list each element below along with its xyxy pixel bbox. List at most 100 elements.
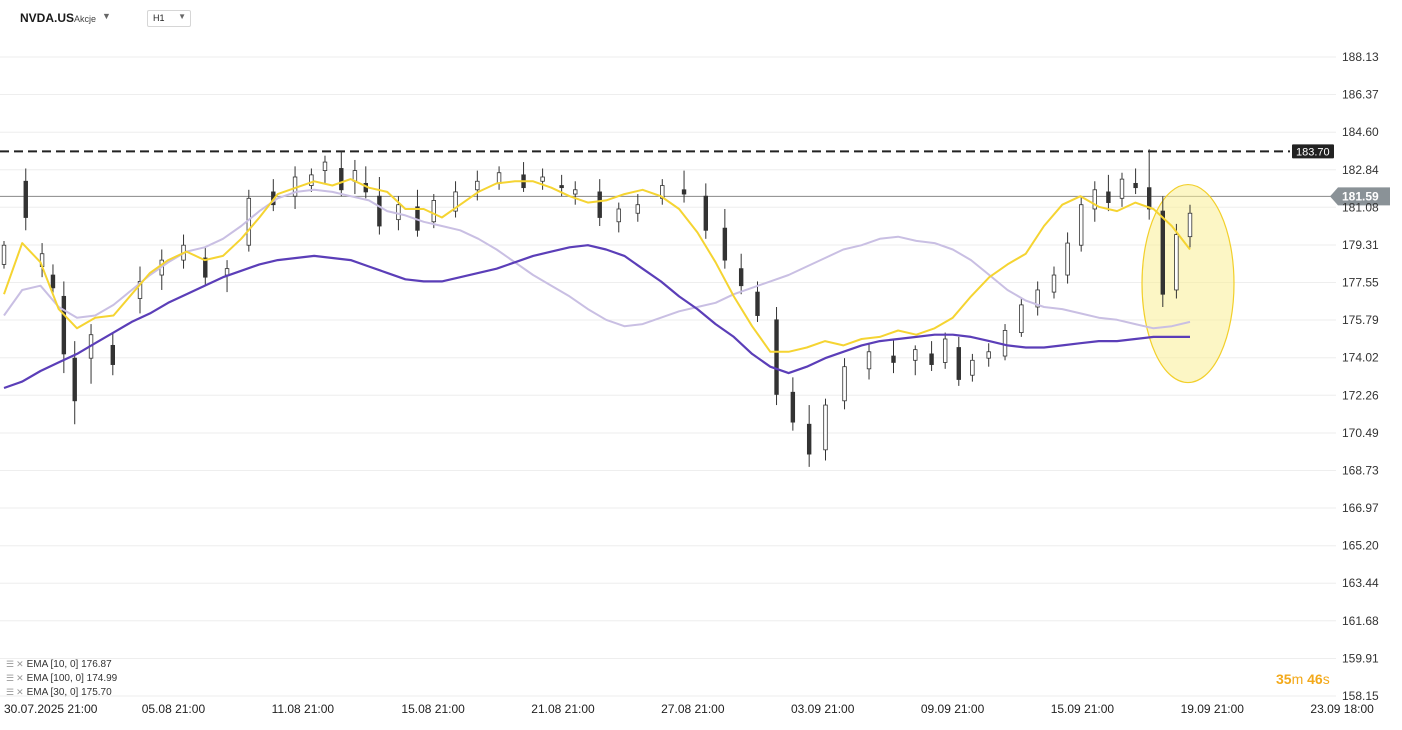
timer-seconds: 46 [1307,671,1323,687]
close-icon[interactable]: ✕ [16,673,24,683]
candle-body [842,366,847,402]
candle-body [681,189,687,195]
gridlines [0,56,1336,697]
candle [1092,181,1097,222]
candle-body [722,227,728,261]
candle-body [635,204,641,214]
x-tick-label: 30.07.2025 21:00 [4,702,98,716]
legend-item-ema100[interactable]: ☰ ✕ EMA [100, 0] 174.99 [6,671,117,685]
y-tick-label: 170.49 [1342,426,1379,440]
candle-body [203,257,208,278]
y-tick-label: 182.84 [1342,163,1379,177]
x-tick-label: 23.09 18:00 [1310,702,1374,716]
candle-body [475,180,480,191]
candle [866,343,872,380]
candle [540,168,545,190]
candle [521,162,526,192]
highlight-ellipse [1141,183,1235,384]
x-tick-label: 11.08 21:00 [272,702,335,716]
candle-body [50,274,56,289]
candle-body [891,355,896,363]
candle [1174,223,1179,299]
y-tick-label: 161.68 [1342,614,1379,628]
candle [475,170,480,201]
candle-body [453,191,458,212]
candle [1002,324,1008,361]
close-icon[interactable]: ✕ [16,659,24,669]
last-price-line: 181.59 [0,187,1390,206]
y-tick-label: 166.97 [1342,501,1379,515]
candle [1119,172,1125,207]
candle-body [929,353,934,365]
candle [929,341,934,371]
candle [1051,266,1057,299]
candle [1035,281,1040,316]
candle-body [790,391,796,423]
drag-handle-icon[interactable]: ☰ [6,673,15,683]
y-tick-label: 177.55 [1342,276,1379,290]
drag-handle-icon[interactable]: ☰ [6,687,15,697]
x-tick-label: 21.08 21:00 [531,702,595,716]
candle [137,266,143,314]
candle [1065,232,1070,284]
close-icon[interactable]: ✕ [16,687,24,697]
ema100-line [3,244,1190,390]
candle-body [431,200,436,223]
candle [891,338,896,374]
timeframe-select[interactable]: H1 ▼ [147,10,191,27]
y-tick-label: 181.08 [1342,200,1379,214]
candle-body [986,351,991,359]
candle [1,240,7,269]
candle-body [616,208,621,223]
candle-body [942,338,948,363]
legend-label: EMA [30, 0] 175.70 [26,687,112,698]
candle-body [1092,189,1097,210]
candle-body [806,423,812,455]
candle [703,183,709,239]
candle-body [322,161,328,172]
candle-body [110,344,116,365]
candle [339,151,344,197]
legend-item-ema30[interactable]: ☰ ✕ EMA [30, 0] 175.70 [6,685,117,699]
candle [363,166,368,199]
y-tick-label: 172.26 [1342,388,1379,402]
y-tick-label: 163.44 [1342,576,1379,590]
candle [1146,149,1152,220]
candle [970,353,975,382]
ema-lines [3,178,1191,390]
candle-body [1035,289,1040,308]
x-tick-label: 27.08 21:00 [661,702,725,716]
candle [352,159,358,195]
symbol-name[interactable]: NVDA.US [20,11,75,25]
candle-body [774,319,779,395]
y-tick-label: 179.31 [1342,238,1379,252]
candle-body [956,347,961,380]
candle [453,181,458,218]
candle [1133,168,1138,195]
candle [1187,204,1193,248]
candle [681,170,687,203]
resistance-tag [1292,144,1334,159]
timeframe-value: H1 [153,13,165,23]
candle [913,345,918,376]
candle-body [1078,204,1084,246]
candle-body [339,168,344,191]
candle [1106,174,1111,212]
candle [722,208,728,269]
timer-minutes-unit: m [1291,671,1304,687]
candle [842,358,847,410]
timer-minutes: 35 [1276,671,1292,687]
drag-handle-icon[interactable]: ☰ [6,659,15,669]
candle-body [1160,210,1165,295]
candle [1160,196,1165,308]
indicator-legend: ☰ ✕ EMA [10, 0] 176.87 ☰ ✕ EMA [100, 0] 174.… [6,657,117,699]
candle [774,307,779,406]
candle [755,281,760,322]
candle [1019,298,1024,337]
caret-down-icon[interactable]: ▼ [102,11,111,21]
legend-item-ema10[interactable]: ☰ ✕ EMA [10, 0] 176.87 [6,657,117,671]
timer-seconds-unit: s [1322,671,1330,687]
candle-body [970,359,975,376]
